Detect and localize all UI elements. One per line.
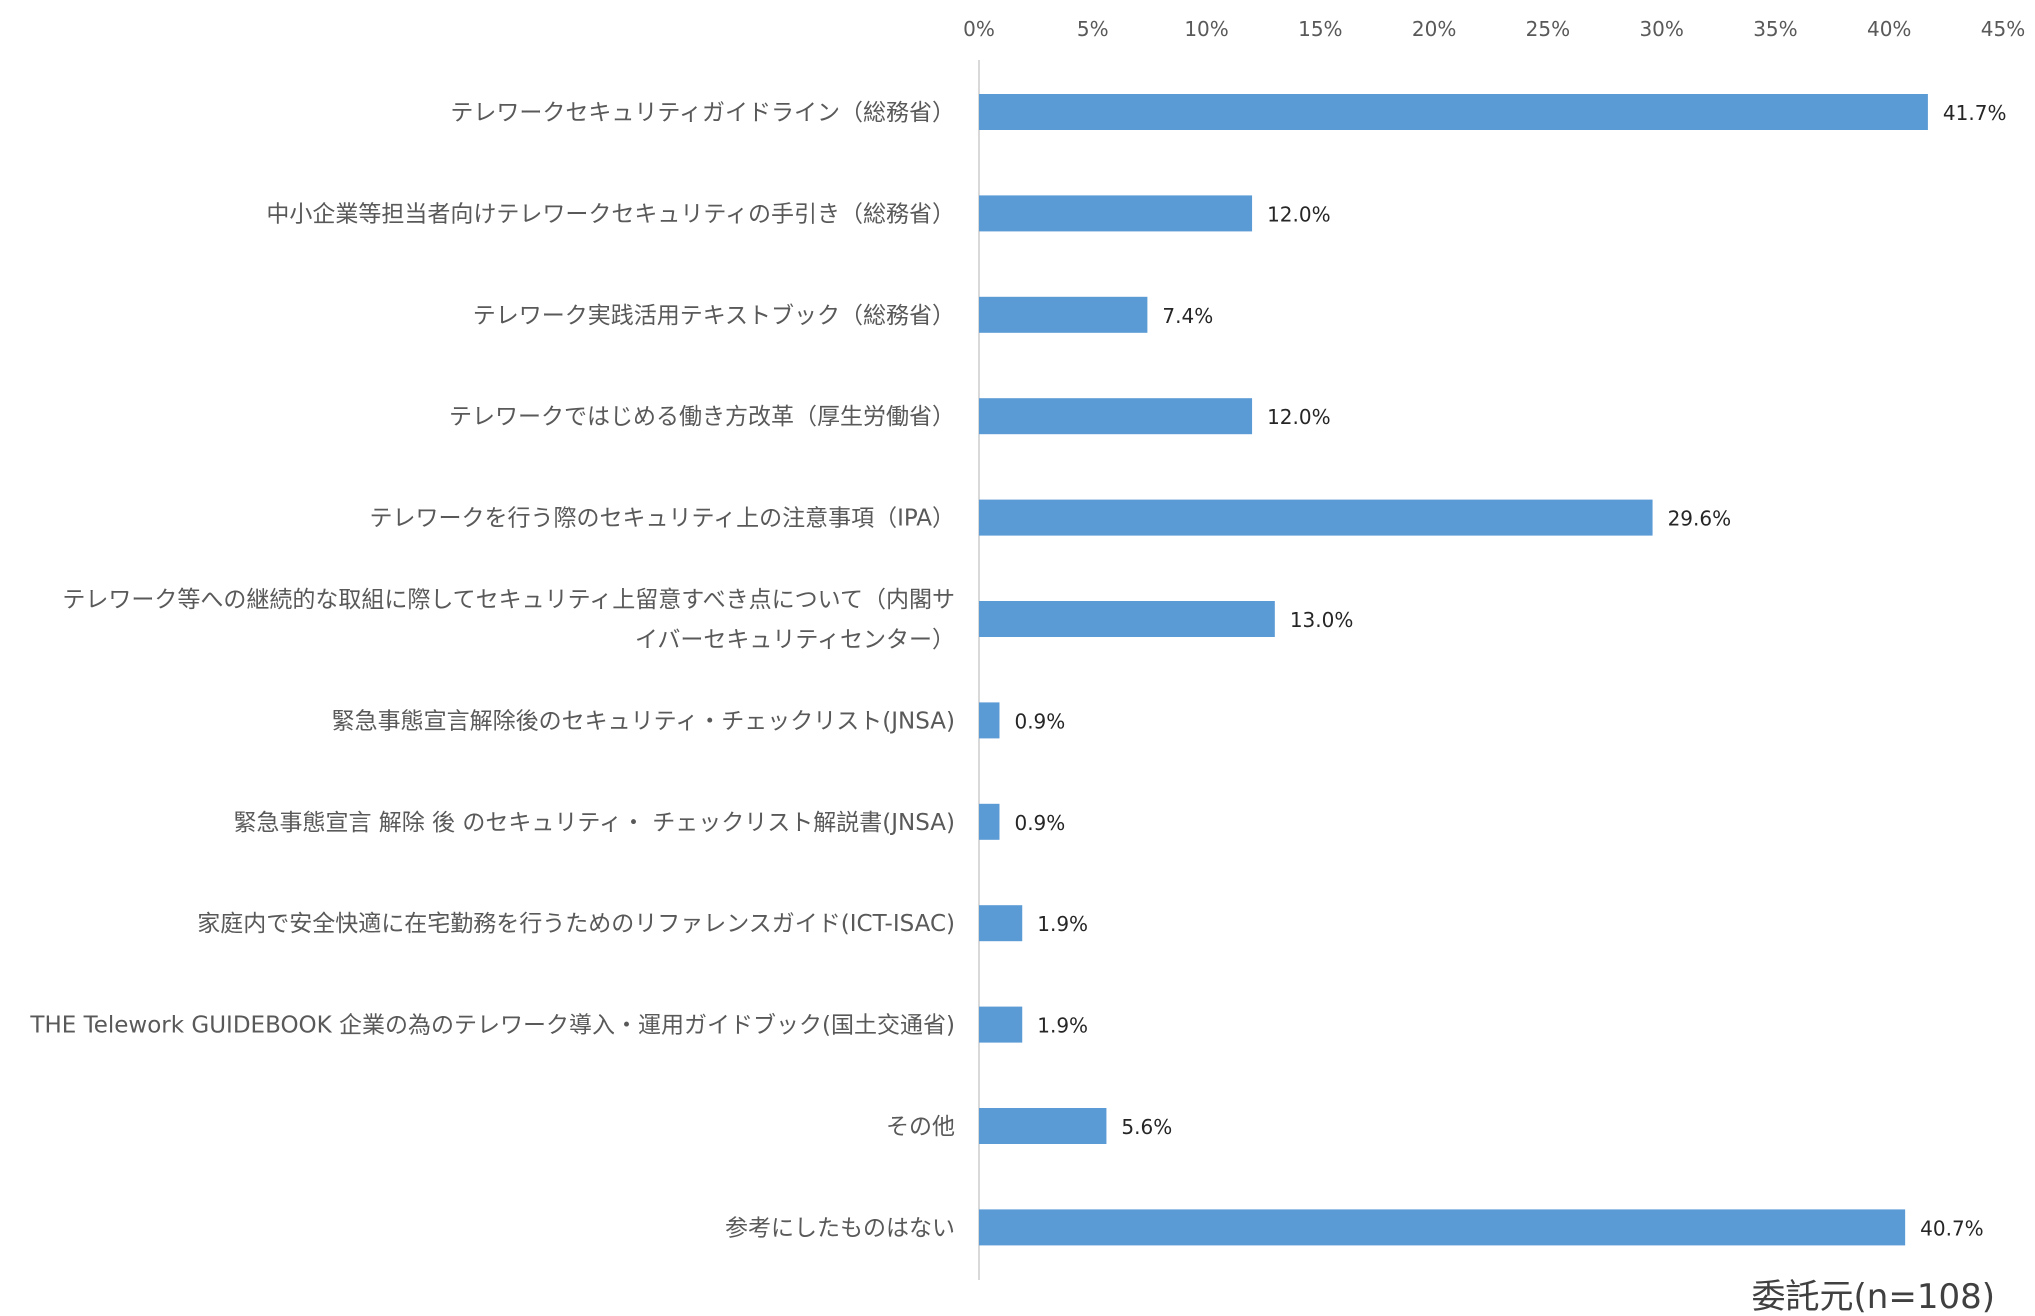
bar [979,398,1253,435]
sample-size-note: 委託元(n=108) [1752,1277,1995,1316]
value-label: 1.9% [1037,912,1088,936]
x-tick-label: 10% [1184,17,1228,41]
category-label: THE Telework GUIDEBOOK 企業の為のテレワーク導入・運用ガイ… [29,1013,955,1039]
bar [979,1006,1023,1043]
value-label: 1.9% [1037,1014,1088,1038]
category-label-line: テレワークではじめる働き方改革（厚生労働省） [449,404,955,430]
bar [979,296,1148,333]
category-label: テレワークを行う際のセキュリティ上の注意事項（IPA） [369,506,955,532]
category-label: 家庭内で安全快適に在宅勤務を行うためのリファレンスガイド(ICT-ISAC) [197,911,955,937]
category-labels: テレワークセキュリティガイドライン（総務省） 中小企業等担当者向けテレワークセキュ… [29,100,955,1241]
category-label-line: 参考にしたものはない [725,1215,955,1241]
value-label: 0.9% [1014,709,1065,733]
value-label: 0.9% [1014,811,1065,835]
bar [979,803,1000,840]
category-label-line: テレワーク等への継続的な取組に際してセキュリティ上留意すべき点について（内閣サ [62,587,955,613]
category-label: テレワーク実践活用テキストブック（総務省） [473,303,955,329]
category-label-line: THE Telework GUIDEBOOK 企業の為のテレワーク導入・運用ガイ… [29,1013,955,1039]
category-label: テレワークではじめる働き方改革（厚生労働省） [449,404,955,430]
category-label: その他 [886,1114,955,1140]
category-label: 緊急事態宣言解除後のセキュリティ・チェックリスト(JNSA) [332,708,955,734]
bar [979,499,1653,536]
value-label: 41.7% [1943,101,2007,125]
category-label: 緊急事態宣言 解除 後 のセキュリティ・ チェックリスト解説書(JNSA) [233,810,955,836]
category-label: テレワークセキュリティガイドライン（総務省） [450,100,955,126]
bar [979,601,1275,637]
x-tick-label: 0% [963,17,995,41]
bar [979,94,1928,130]
x-tick-label: 45% [1981,17,2025,41]
x-tick-label: 40% [1867,17,1911,41]
x-axis-tick-labels: 0% 5% 10% 15% 20% 25% 30% 35% 40% 45% [963,17,2025,41]
value-label: 5.6% [1121,1115,1172,1139]
category-label-line: 中小企業等担当者向けテレワークセキュリティの手引き（総務省） [266,201,955,227]
bar [979,702,1000,739]
category-label-line: その他 [886,1114,955,1140]
bars [979,94,1928,1246]
bar [979,195,1253,232]
bar [979,905,1023,942]
category-label-line: テレワークセキュリティガイドライン（総務省） [450,100,955,126]
category-label-line: テレワークを行う際のセキュリティ上の注意事項（IPA） [369,506,955,532]
x-tick-label: 15% [1298,17,1342,41]
value-label: 29.6% [1668,507,1732,531]
value-label: 12.0% [1267,405,1331,429]
value-labels: 41.7% 12.0% 7.4% 12.0% 29.6% 13.0% 0.9% 0.9% 1.9… [1014,101,2006,1240]
value-label: 7.4% [1162,304,1213,328]
value-label: 13.0% [1290,608,1354,632]
x-tick-label: 5% [1077,17,1109,41]
bar [979,1209,1906,1246]
category-label: 中小企業等担当者向けテレワークセキュリティの手引き（総務省） [266,201,955,227]
category-label: テレワーク等への継続的な取組に際してセキュリティ上留意すべき点について（内閣サイ… [62,587,955,653]
category-label-line: 緊急事態宣言解除後のセキュリティ・チェックリスト(JNSA) [332,708,955,734]
x-tick-label: 25% [1526,17,1570,41]
category-label-line: イバーセキュリティセンター） [635,627,955,653]
category-label-line: 緊急事態宣言 解除 後 のセキュリティ・ チェックリスト解説書(JNSA) [233,810,955,836]
bar [979,1108,1107,1144]
category-label: 参考にしたものはない [725,1215,955,1241]
x-tick-label: 35% [1753,17,1797,41]
x-tick-label: 30% [1639,17,1683,41]
x-tick-label: 20% [1412,17,1456,41]
category-label-line: テレワーク実践活用テキストブック（総務省） [473,303,955,329]
value-label: 12.0% [1267,202,1331,226]
category-label-line: 家庭内で安全快適に在宅勤務を行うためのリファレンスガイド(ICT-ISAC) [197,911,955,937]
value-label: 40.7% [1920,1216,1984,1240]
